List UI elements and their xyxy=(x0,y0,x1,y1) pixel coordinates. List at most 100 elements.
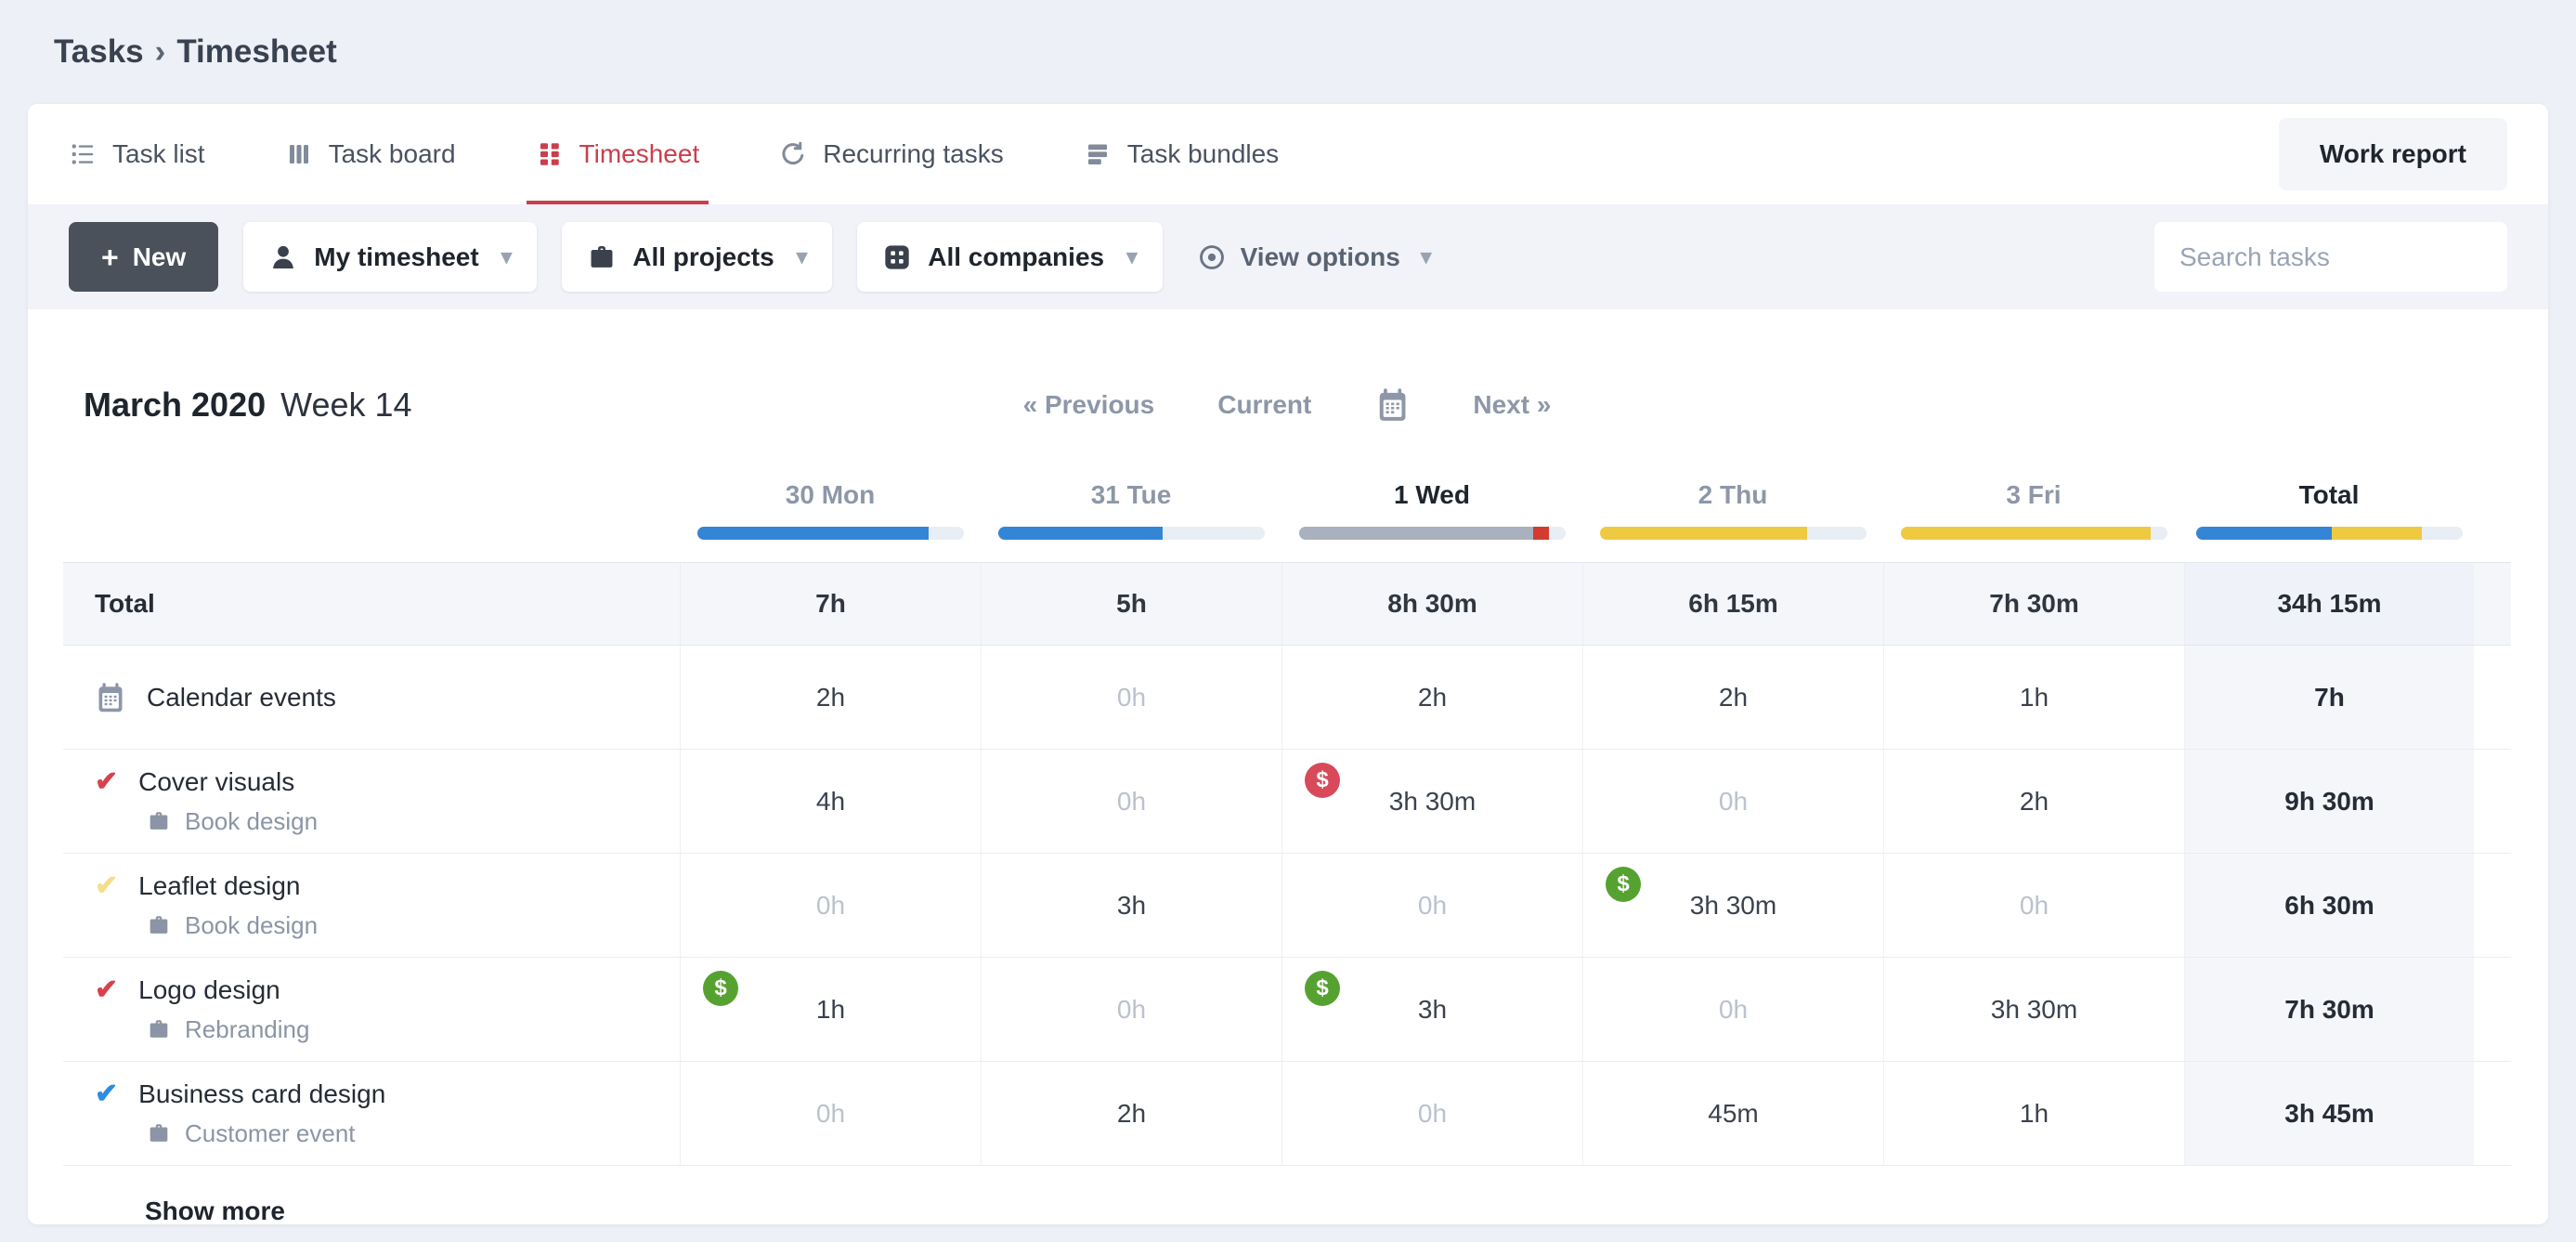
task-link[interactable]: ✔ Logo design xyxy=(95,975,280,1005)
user-icon xyxy=(268,242,298,272)
timesheet-cell[interactable]: 0h xyxy=(1281,1062,1582,1165)
table-row: ✔ Logo design Rebranding 1h $0h 3h $0h 3h 30m 7h… xyxy=(63,958,2511,1062)
filter-label: My timesheet xyxy=(314,242,479,271)
current-button[interactable]: Current xyxy=(1217,390,1312,419)
view-options-button[interactable]: View options ▾ xyxy=(1197,242,1431,272)
total-row-grand-total: 34h 15m xyxy=(2184,563,2474,645)
timesheet-cell[interactable]: 0h xyxy=(981,750,1281,853)
timesheet-cell[interactable]: 0h xyxy=(981,646,1281,749)
period-month: March 2020 xyxy=(84,386,267,424)
timesheet-cell[interactable]: 3h 30m $ xyxy=(1281,750,1582,853)
timesheet-cell[interactable]: 4h xyxy=(680,750,981,853)
timesheet-cell[interactable]: 2h xyxy=(680,646,981,749)
project-link[interactable]: Book design xyxy=(147,911,318,940)
row-total-cell: 7h 30m xyxy=(2184,958,2474,1061)
timesheet-cell[interactable]: 3h $ xyxy=(1281,958,1582,1061)
eye-icon xyxy=(1197,242,1227,272)
next-button[interactable]: Next » xyxy=(1473,390,1552,419)
tab-recurring-tasks[interactable]: Recurring tasks xyxy=(779,104,1004,204)
show-more-button[interactable]: Show more xyxy=(145,1196,285,1224)
tab-task-bundles[interactable]: Task bundles xyxy=(1084,104,1279,204)
tab-bar: Task list Task board Timesheet Recurring ta… xyxy=(28,104,2548,204)
task-name-cell: Calendar events xyxy=(63,646,680,749)
column-header-day: 3 Fri xyxy=(1883,480,2184,540)
project-name: Rebranding xyxy=(185,1014,310,1043)
bundles-icon xyxy=(1084,140,1112,168)
timesheet-cell[interactable]: 0h xyxy=(680,854,981,957)
billing-green-dollar-badge: $ xyxy=(1305,971,1340,1006)
total-row-value: 8h 30m xyxy=(1281,563,1582,645)
timesheet-cell[interactable]: 1h $ xyxy=(680,958,981,1061)
tab-task-board[interactable]: Task board xyxy=(285,104,456,204)
table-row: Calendar events 2h 0h 2h 2h 1h 7h xyxy=(63,646,2511,750)
day-label: 30 Mon xyxy=(785,480,876,509)
new-button-label: New xyxy=(132,242,187,271)
table-row: ✔ Leaflet design Book design 0h 3h 0h 3h 30m $0… xyxy=(63,854,2511,958)
task-link[interactable]: Calendar events xyxy=(95,681,336,714)
table-row: ✔ Cover visuals Book design 4h 0h 3h 30m $0h 2h… xyxy=(63,750,2511,854)
task-column-spacer xyxy=(63,480,680,540)
project-name: Book design xyxy=(185,806,319,835)
tab-timesheet[interactable]: Timesheet xyxy=(526,104,709,204)
timesheet-cell[interactable]: 3h xyxy=(981,854,1281,957)
day-label: 3 Fri xyxy=(2006,480,2062,509)
row-total-cell: 3h 45m xyxy=(2184,1062,2474,1165)
progress-segment-yellow xyxy=(1599,527,1808,540)
checkmark-icon: ✔ xyxy=(95,1078,119,1109)
breadcrumb-separator: › xyxy=(154,33,166,70)
filter-companies-button[interactable]: All companies ▾ xyxy=(857,222,1163,292)
previous-button[interactable]: « Previous xyxy=(1022,390,1155,419)
board-icon xyxy=(285,140,313,168)
briefcase-icon xyxy=(147,809,171,833)
progress-segment-gray xyxy=(1298,527,1534,540)
timesheet-cell[interactable]: 0h xyxy=(1281,854,1582,957)
timesheet-cell[interactable]: 45m xyxy=(1582,1062,1883,1165)
timesheet-cell[interactable]: 0h xyxy=(680,1062,981,1165)
project-link[interactable]: Rebranding xyxy=(147,1015,309,1044)
task-name: Calendar events xyxy=(147,682,336,712)
day-progress-bar xyxy=(1298,527,1566,540)
search-input[interactable] xyxy=(2154,222,2507,292)
timesheet-cell[interactable]: 3h 30m xyxy=(1883,958,2184,1061)
recurring-icon xyxy=(779,140,807,168)
filter-projects-button[interactable]: All projects ▾ xyxy=(562,222,833,292)
timesheet-cell[interactable]: 0h xyxy=(981,958,1281,1061)
timesheet-cell[interactable]: 2h xyxy=(981,1062,1281,1165)
timesheet-cell[interactable]: 2h xyxy=(1281,646,1582,749)
list-icon xyxy=(69,140,97,168)
filter-label: All companies xyxy=(928,242,1105,271)
total-row-value: 5h xyxy=(981,563,1281,645)
row-total-cell: 6h 30m xyxy=(2184,854,2474,957)
timesheet-cell[interactable]: 2h xyxy=(1582,646,1883,749)
day-label: Total xyxy=(2298,480,2360,509)
task-link[interactable]: ✔ Business card design xyxy=(95,1079,385,1109)
timesheet-cell[interactable]: 3h 30m $ xyxy=(1582,854,1883,957)
task-link[interactable]: ✔ Cover visuals xyxy=(95,767,294,797)
day-label: 1 Wed xyxy=(1394,480,1470,509)
column-header-day: 2 Thu xyxy=(1582,480,1883,540)
filter-assignee-button[interactable]: My timesheet ▾ xyxy=(243,222,538,292)
calendar-icon[interactable] xyxy=(1374,386,1410,424)
timesheet-cell[interactable]: 0h xyxy=(1883,854,2184,957)
project-link[interactable]: Book design xyxy=(147,807,318,836)
breadcrumb-parent[interactable]: Tasks xyxy=(54,33,144,70)
tab-task-list[interactable]: Task list xyxy=(69,104,205,204)
checkmark-icon: ✔ xyxy=(95,974,119,1005)
progress-segment-blue xyxy=(997,527,1164,540)
progress-segment-yellow xyxy=(1900,527,2152,540)
timesheet-cell[interactable]: 1h xyxy=(1883,1062,2184,1165)
work-report-button[interactable]: Work report xyxy=(2278,118,2507,190)
day-header-row: 30 Mon 31 Tue 1 Wed 2 Thu 3 Fri Total xyxy=(63,480,2511,540)
new-button[interactable]: + New xyxy=(69,222,219,292)
timesheet-cell[interactable]: 2h xyxy=(1883,750,2184,853)
calendar-icon xyxy=(95,681,126,714)
timesheet-cell[interactable]: 0h xyxy=(1582,750,1883,853)
checkmark-icon: ✔ xyxy=(95,765,119,797)
project-link[interactable]: Customer event xyxy=(147,1119,356,1148)
timesheet-cell[interactable]: 1h xyxy=(1883,646,2184,749)
timesheet-cell[interactable]: 0h xyxy=(1582,958,1883,1061)
total-row-value: 6h 15m xyxy=(1582,563,1883,645)
period-row: March 2020 Week 14 « Previous Current Nex… xyxy=(63,371,2511,439)
task-link[interactable]: ✔ Leaflet design xyxy=(95,871,301,901)
page-title: Timesheet xyxy=(176,33,337,70)
